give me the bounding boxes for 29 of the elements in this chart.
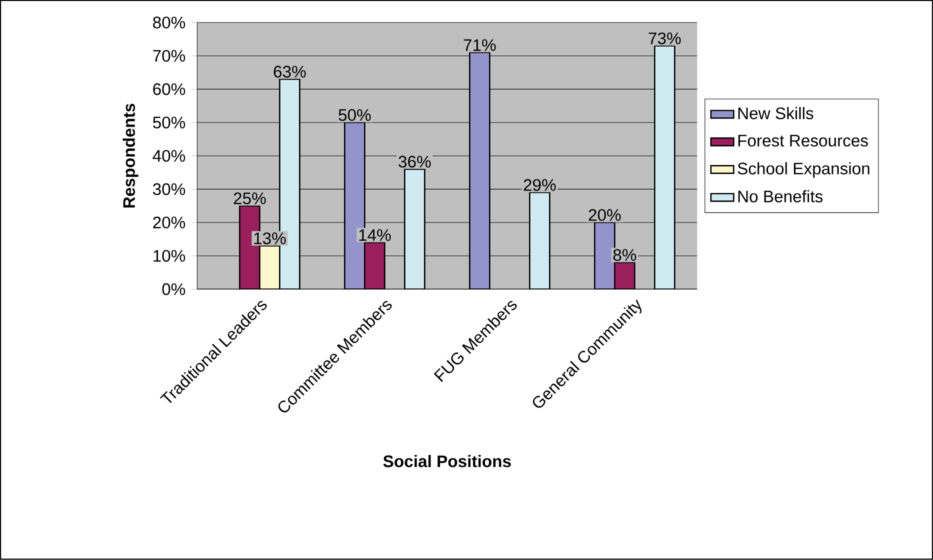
y-tick-label: 10% [154,250,186,262]
y-tick-label: 30% [152,183,186,196]
data-label: 63% [274,66,306,78]
data-label: 25% [234,192,266,204]
bar [469,52,490,290]
data-label: 14% [359,229,391,242]
legend-label: New Skills [738,107,814,120]
data-label: 71% [464,39,496,52]
y-tick-label: 70% [153,50,186,62]
data-label: 20% [588,209,621,222]
bar [654,45,676,290]
y-tick-label: 50% [152,116,186,129]
y-tick-label: 60% [153,83,186,96]
y-tick-label: 20% [153,216,186,229]
data-label: 73% [648,32,681,44]
x-axis-title: Social Positions [383,455,511,468]
data-label: 36% [398,156,431,168]
y-tick-label: 40% [152,150,186,162]
data-label: 50% [338,109,371,122]
data-label: 8% [613,249,636,262]
legend-label: School Expansion [738,162,870,178]
y-tick-label: 0% [162,283,186,296]
y-axis-title: Respondents [122,104,138,208]
y-tick-label: 80% [153,16,186,29]
bar [404,168,426,290]
legend-label: Forest Resources [738,135,868,147]
legend-label: No Benefits [738,190,823,203]
data-label: 29% [524,179,556,192]
data-label: 13% [254,232,286,244]
